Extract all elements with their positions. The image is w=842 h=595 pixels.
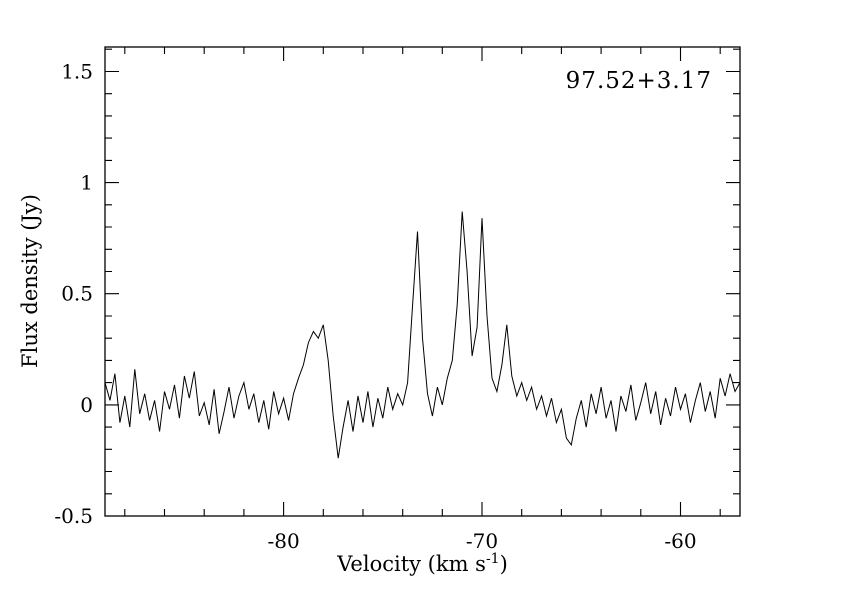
axis-ticks xyxy=(105,47,740,517)
x-axis-label-text: Velocity (km s xyxy=(337,552,486,576)
x-tick-label: -70 xyxy=(466,529,498,553)
source-name-label: 97.52+3.17 xyxy=(565,68,712,94)
x-axis-label-exponent: -1 xyxy=(485,551,500,567)
x-tick-label: -60 xyxy=(664,529,696,553)
y-tick-label: 1 xyxy=(80,171,93,195)
y-tick-label: -0.5 xyxy=(54,504,93,528)
y-axis-label: Flux density (Jy) xyxy=(18,194,42,368)
x-axis-label-close: ) xyxy=(499,552,508,576)
y-tick-label: 1.5 xyxy=(61,59,93,83)
plot-frame xyxy=(104,46,741,517)
y-tick-label: 0 xyxy=(80,393,93,417)
x-tick-label: -80 xyxy=(267,529,299,553)
y-tick-label: 0.5 xyxy=(61,282,93,306)
spectrum-line xyxy=(104,211,741,459)
x-axis-label: Velocity (km s-1) xyxy=(105,551,740,576)
